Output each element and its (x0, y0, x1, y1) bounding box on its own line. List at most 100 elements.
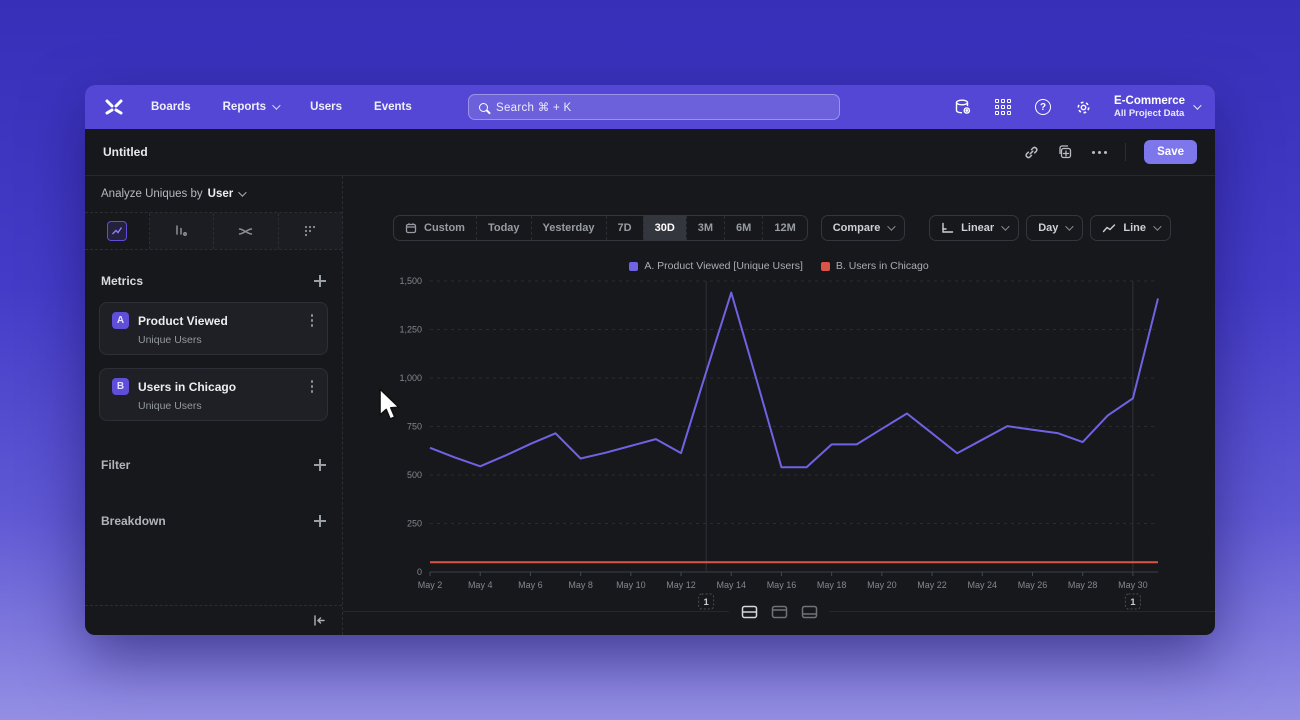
chevron-down-icon (1153, 222, 1162, 231)
help-icon[interactable]: ? (1034, 98, 1052, 116)
search-icon (479, 102, 488, 112)
nav-right-cluster: ? E-Commerce All Project Data (954, 95, 1202, 119)
breakdown-section: Breakdown (85, 509, 342, 533)
range-12m[interactable]: 12M (762, 216, 806, 240)
metric-name: Product Viewed (138, 313, 228, 328)
layout-table-only-icon[interactable] (799, 599, 819, 625)
more-options-icon[interactable] (1091, 144, 1107, 160)
nav-item-boards[interactable]: Boards (151, 101, 191, 113)
tab-funnels[interactable] (149, 213, 214, 249)
svg-text:1,250: 1,250 (399, 325, 422, 335)
range-3m[interactable]: 3M (685, 216, 724, 240)
svg-text:May 2: May 2 (418, 580, 443, 590)
range-today[interactable]: Today (475, 216, 531, 240)
mixpanel-logo[interactable] (101, 94, 127, 120)
chevron-down-icon (238, 188, 247, 197)
range-30d[interactable]: 30D (642, 216, 686, 240)
svg-text:May 24: May 24 (968, 580, 998, 590)
add-breakdown-button[interactable] (314, 515, 326, 527)
nav-item-reports[interactable]: Reports (223, 101, 281, 113)
sidebar-footer (85, 605, 342, 635)
legend-item-a[interactable]: A. Product Viewed [Unique Users] (629, 260, 803, 272)
metric-subtitle: Unique Users (138, 334, 202, 346)
report-type-tabs (85, 213, 342, 250)
project-name: E-Commerce (1114, 95, 1185, 107)
metric-card-b[interactable]: B Users in Chicago Unique Users (99, 368, 328, 421)
save-button[interactable]: Save (1144, 140, 1197, 164)
analyze-entity-dropdown[interactable]: User (208, 188, 247, 200)
tab-insights[interactable] (85, 213, 150, 249)
chevron-down-icon (272, 101, 281, 110)
top-navbar: Boards Reports Users Events Search ⌘ + K (85, 85, 1215, 129)
metric-menu-icon[interactable] (309, 312, 316, 329)
annotation-badge[interactable]: 1 (698, 593, 715, 610)
filter-title: Filter (101, 458, 131, 472)
title-actions: Save (1023, 140, 1197, 164)
add-metric-button[interactable] (314, 275, 326, 287)
svg-text:May 26: May 26 (1018, 580, 1048, 590)
svg-text:May 28: May 28 (1068, 580, 1098, 590)
search-input[interactable]: Search ⌘ + K (468, 94, 840, 120)
layout-chart-only-icon[interactable] (769, 599, 789, 625)
chevron-down-icon (1001, 222, 1010, 231)
nav-item-events[interactable]: Events (374, 101, 412, 113)
settings-gear-icon[interactable] (1074, 98, 1092, 116)
report-title[interactable]: Untitled (103, 145, 148, 159)
nav-menu: Boards Reports Users Events (151, 101, 412, 113)
svg-text:May 16: May 16 (767, 580, 797, 590)
project-subtitle: All Project Data (1114, 108, 1185, 119)
project-selector[interactable]: E-Commerce All Project Data (1114, 95, 1202, 119)
data-management-icon[interactable] (954, 98, 972, 116)
metric-name: Users in Chicago (138, 379, 237, 394)
metric-card-a[interactable]: A Product Viewed Unique Users (99, 302, 328, 355)
granularity-dropdown[interactable]: Day (1026, 215, 1084, 241)
duplicate-icon[interactable] (1057, 144, 1073, 160)
legend-item-b[interactable]: B. Users in Chicago (820, 260, 929, 272)
axis-scale-icon (942, 222, 954, 233)
filter-section: Filter (85, 453, 342, 477)
chart-display-controls: Linear Day Line (929, 215, 1171, 241)
add-filter-button[interactable] (314, 459, 326, 471)
nav-item-users[interactable]: Users (310, 101, 343, 113)
svg-text:May 12: May 12 (666, 580, 696, 590)
svg-text:1,500: 1,500 (399, 276, 422, 286)
layout-split-icon[interactable] (739, 599, 759, 625)
range-custom[interactable]: Custom (394, 216, 476, 240)
compare-button[interactable]: Compare (820, 215, 906, 241)
svg-text:May 20: May 20 (867, 580, 897, 590)
copy-link-icon[interactable] (1023, 144, 1039, 160)
date-range-group: Custom Today Yesterday 7D 30D 3M 6M 12M (393, 215, 808, 241)
svg-text:May 22: May 22 (917, 580, 947, 590)
metric-subtitle: Unique Users (138, 400, 202, 412)
svg-text:1,000: 1,000 (399, 373, 422, 383)
metric-menu-icon[interactable] (309, 378, 316, 395)
chart-type-dropdown[interactable]: Line (1090, 215, 1171, 241)
range-6m[interactable]: 6M (724, 216, 762, 240)
scale-dropdown[interactable]: Linear (929, 215, 1020, 241)
svg-text:500: 500 (407, 470, 422, 480)
range-yesterday[interactable]: Yesterday (530, 216, 606, 240)
chevron-down-icon (1193, 101, 1202, 110)
apps-grid-icon[interactable] (994, 98, 1012, 116)
svg-text:May 8: May 8 (568, 580, 593, 590)
analyze-label: Analyze Uniques by (101, 188, 203, 200)
chart-panel: Custom Today Yesterday 7D 30D 3M 6M 12M … (343, 176, 1215, 635)
analyze-row: Analyze Uniques by User (85, 176, 342, 213)
metric-badge-b: B (112, 378, 129, 395)
range-7d[interactable]: 7D (605, 216, 643, 240)
tab-retention[interactable] (278, 213, 342, 249)
svg-text:May 4: May 4 (468, 580, 493, 590)
tab-flows[interactable] (214, 213, 279, 249)
metric-badge-a: A (112, 312, 129, 329)
line-chart-icon (111, 227, 122, 235)
svg-text:750: 750 (407, 422, 422, 432)
line-chart-icon (1103, 223, 1116, 232)
line-chart: 0 250 500 750 1,000 1,250 1,500 May 2 May 4 May 6… (383, 269, 1183, 624)
legend-swatch-a (629, 261, 639, 271)
collapse-sidebar-icon[interactable] (313, 615, 326, 626)
chart-controls: Custom Today Yesterday 7D 30D 3M 6M 12M … (393, 215, 1171, 241)
annotation-badge[interactable]: 1 (1124, 593, 1141, 610)
chart-legend: A. Product Viewed [Unique Users] B. User… (343, 260, 1215, 272)
chevron-down-icon (887, 222, 897, 231)
divider (1125, 143, 1127, 161)
